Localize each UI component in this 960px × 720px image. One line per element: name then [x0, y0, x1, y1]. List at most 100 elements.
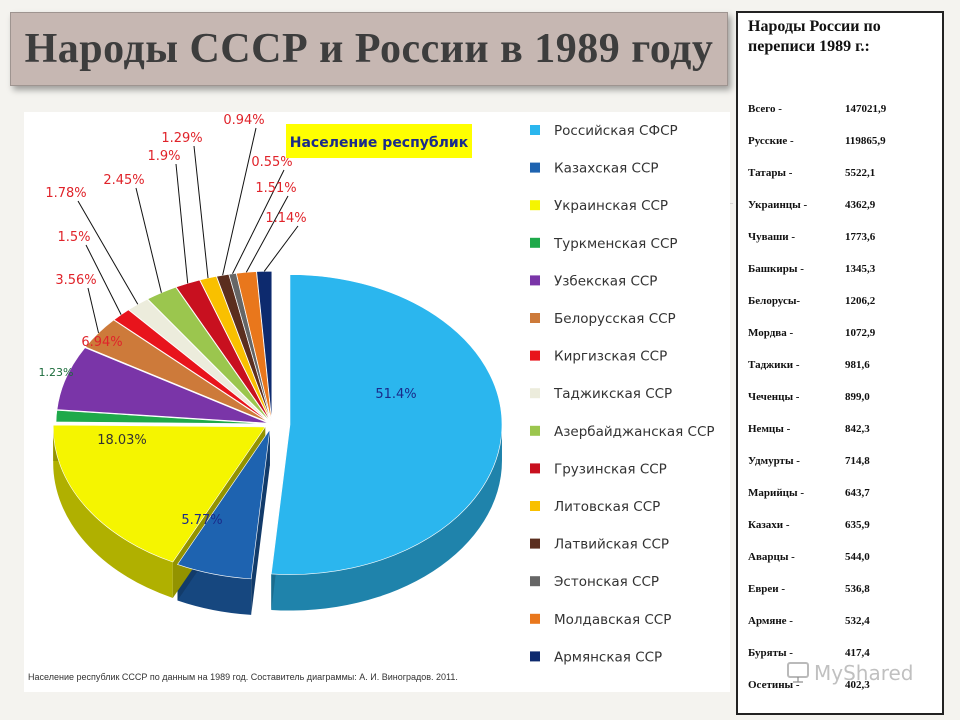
census-row-value: 544,0 [845, 551, 870, 563]
census-row-name: Казахи - [748, 519, 790, 531]
legend-entry: Узбекская ССР [554, 273, 657, 289]
census-row-value: 1072,9 [845, 327, 876, 339]
census-row-name: Марийцы - [748, 487, 805, 499]
legend-swatch [530, 162, 540, 173]
legend-swatch [530, 388, 540, 399]
census-row-value: 536,8 [845, 583, 870, 595]
census-row-value: 402,3 [845, 679, 870, 691]
legend-swatch [530, 576, 540, 587]
legend-swatch [530, 463, 540, 474]
slice-value-label: 1.14% [265, 211, 306, 226]
pie-slice-side [53, 426, 173, 598]
census-row-name: Армяне - [748, 615, 793, 627]
legend-swatch [530, 613, 540, 624]
slice-value-label: 51.4% [375, 387, 416, 402]
pie-slice [52, 424, 266, 563]
census-row-name: Чуваши - [748, 231, 796, 243]
slice-value-label: 1.5% [57, 230, 90, 245]
legend-swatch [530, 275, 540, 286]
census-row: Удмурты - 714,8 [748, 455, 938, 469]
slice-value-label: 18.03% [97, 433, 147, 448]
pie-slice [236, 271, 272, 422]
census-row-name: Евреи - [748, 583, 786, 595]
legend-swatch [530, 237, 540, 248]
slice-value-label: 2.45% [103, 173, 144, 188]
census-row: Чеченцы - 899,0 [748, 391, 938, 405]
census-row-name: Украинцы - [748, 199, 808, 211]
census-row-value: 635,9 [845, 519, 870, 531]
census-row-name: Белорусы- [748, 295, 801, 307]
legend-entry: Украинская ССР [554, 198, 668, 214]
census-row-name: Башкиры - [748, 263, 804, 275]
census-row-value: 532,4 [845, 615, 870, 627]
label-leader-line [193, 145, 209, 279]
census-row-value: 842,3 [845, 423, 870, 435]
legend-swatch [530, 313, 540, 323]
page-title: Народы СССР и России в 1989 году [24, 26, 714, 72]
census-title: Народы России по переписи 1989 г.: [748, 18, 881, 55]
legend-swatch [530, 651, 540, 662]
census-row: Осетины - 402,3 [748, 679, 938, 693]
legend-swatch [530, 350, 540, 361]
census-row: Евреи - 536,8 [748, 583, 938, 597]
census-row-name: Аварцы - [748, 551, 795, 563]
chart-panel: 51.4% 5.77% 18.03% 1.23% 6.94% 3.56% 1.5% 1.78%… [24, 112, 730, 692]
census-row-name: Удмурты - [748, 455, 800, 467]
census-row-value: 899,0 [845, 391, 870, 403]
census-row-value: 119865,9 [845, 135, 886, 147]
slice-value-label: 6.94% [81, 335, 122, 350]
legend-swatch [530, 538, 540, 549]
label-leader-line [135, 187, 162, 293]
pie-slice-side [177, 564, 252, 615]
census-row: Татары - 5522,1 [748, 167, 938, 181]
legend-entry: Киргизская ССР [554, 349, 667, 365]
pie-chart: 51.4% 5.77% 18.03% 1.23% 6.94% 3.56% 1.5% 1.78%… [39, 113, 715, 665]
slice-value-label: 0.94% [223, 113, 264, 128]
legend-entry: Российская СФСР [554, 123, 678, 139]
census-row-name: Осетины - [748, 679, 800, 691]
census-row-value: 714,8 [845, 455, 870, 467]
census-row-value: 643,7 [845, 487, 870, 499]
label-leader-line [232, 169, 285, 274]
chart-title-box [286, 124, 472, 158]
pie-slice-side [271, 424, 502, 611]
label-leader-line [175, 163, 189, 284]
watermark: MyShared [786, 658, 936, 688]
slice-value-label: 3.56% [55, 273, 96, 288]
chart-caption: Население республик СССР по данным на 19… [28, 672, 458, 682]
pie-slice [270, 274, 503, 575]
census-row: Русские - 119865,9 [748, 135, 938, 149]
census-row: Армяне - 532,4 [748, 615, 938, 629]
census-row-value: 147021,9 [845, 103, 887, 115]
legend-entry: Армянская ССР [554, 649, 662, 665]
legend-entry: Латвийская ССР [554, 537, 669, 553]
slice-value-label: 1.29% [161, 131, 202, 146]
legend-entry: Таджикская ССР [553, 386, 672, 402]
census-row: Украинцы - 4362,9 [748, 199, 938, 213]
slice-value-label: 1.78% [45, 186, 86, 201]
census-row: Белорусы- 1206,2 [748, 295, 938, 309]
legend-entry: Белорусская ССР [554, 311, 676, 327]
legend-swatch [530, 425, 540, 436]
census-row-value: 417,4 [845, 647, 870, 659]
legend-entry: Казахская ССР [554, 161, 659, 177]
census-row: Чуваши - 1773,6 [748, 231, 938, 245]
census-row-name: Чеченцы - [748, 391, 800, 403]
census-row-value: 1206,2 [845, 295, 876, 307]
label-leader-line [77, 200, 139, 305]
pie-slice [55, 410, 269, 425]
census-row-name: Буряты - [748, 647, 793, 659]
slice-value-label: 1.51% [255, 181, 296, 196]
census-row: Буряты - 417,4 [748, 647, 938, 661]
census-row: Мордва - 1072,9 [748, 327, 938, 341]
title-box: Народы СССР и России в 1989 году [10, 12, 728, 86]
label-leader-line [263, 225, 299, 272]
bullet-marker: ‒ [728, 198, 733, 209]
label-leader-line [245, 195, 289, 273]
legend-entry: Литовская ССР [554, 499, 660, 515]
census-row-value: 1345,3 [845, 263, 876, 275]
slice-value-label: 0.55% [251, 155, 292, 170]
legend-entry: Азербайджанская ССР [554, 424, 715, 440]
census-row: Таджики - 981,6 [748, 359, 938, 373]
label-leader-line [222, 127, 257, 276]
